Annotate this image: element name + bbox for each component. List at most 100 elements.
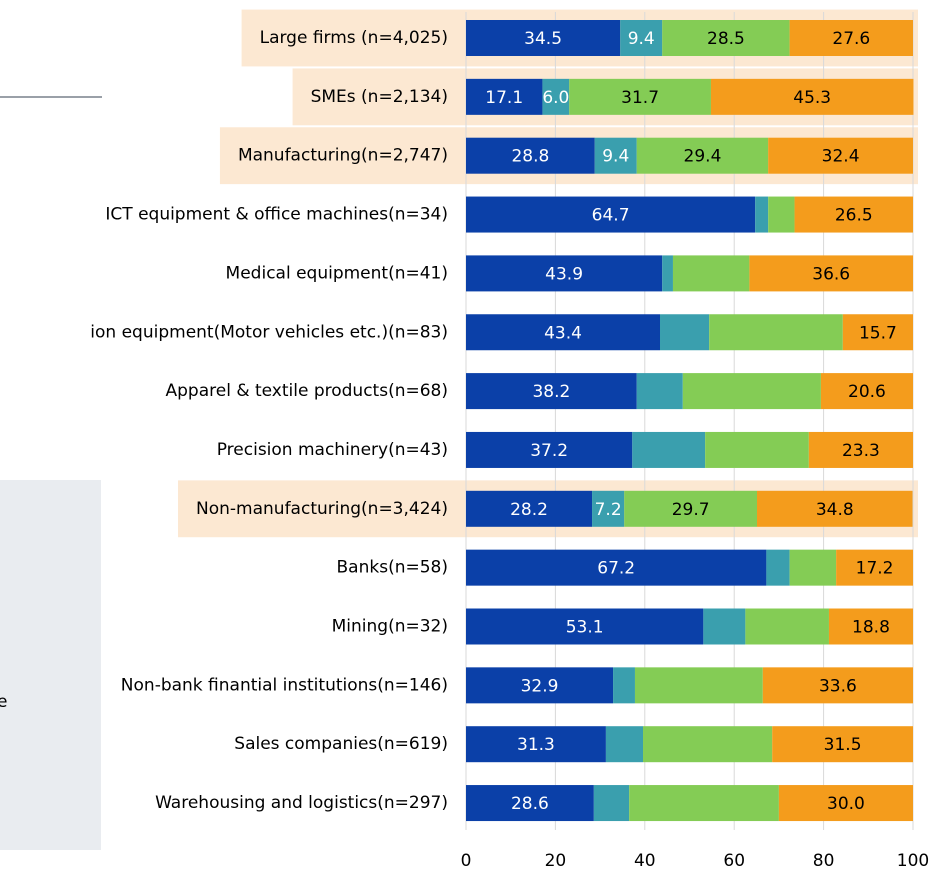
data-label: 31.3 [517,735,555,755]
data-label: 29.4 [684,147,722,167]
y-tick-label: Manufacturing(n=2,747) [238,146,448,166]
side-panel-text: e [0,692,7,712]
bar-segment [643,726,773,763]
data-label: 27.6 [832,29,870,49]
data-label: 28.8 [511,147,549,167]
y-tick-label: Non-manufacturing(n=3,424) [196,499,448,519]
bar-segment [794,196,913,233]
bar-segment [466,78,543,115]
data-label: 9.4 [602,147,629,167]
bar-segment [629,785,779,822]
bar-segment [762,667,913,704]
data-label: 64.7 [592,206,630,226]
y-tick-label: Precision machinery(n=43) [217,440,448,460]
data-label: 20.6 [848,382,886,402]
data-label: 18.8 [852,618,890,638]
bar-segment [745,608,829,645]
bar-segment [755,196,769,233]
data-label: 31.7 [621,88,659,108]
bar-segment [466,20,621,56]
plot-layer: 0 20 40 60 80 100 Large firms (n=4,025) 34.5 9.4… [90,20,929,871]
y-tick-label: Apparel & textile products(n=68) [165,381,448,401]
bar-segment [466,314,660,351]
bar-segment [672,255,750,292]
data-label: 28.2 [510,500,548,520]
x-tick-label: 20 [545,851,567,871]
bar-segment [836,549,913,586]
data-label: 7.2 [595,500,622,520]
y-tick-label: ICT equipment & office machines(n=34) [105,205,448,225]
bar-segment [820,373,913,410]
y-tick-label: Large firms (n=4,025) [260,28,448,48]
bar-segment [768,137,913,174]
bar-segment [466,196,756,233]
data-label: 23.3 [842,441,880,461]
bar-segment [466,373,637,410]
bar-segment [605,726,644,763]
data-label: 43.4 [544,323,582,343]
bar-segment [466,608,704,645]
bar-segment [703,608,746,645]
bar-segment [466,785,594,822]
data-label: 36.6 [812,264,850,284]
bar-segment [593,785,630,822]
bar-segment [789,20,913,56]
bar-segment [632,431,706,468]
data-label: 29.7 [672,500,710,520]
bar-segment [636,373,683,410]
bar-segment [710,78,914,115]
bar-segment [466,431,633,468]
data-label: 53.1 [566,618,604,638]
bar-segment [808,431,913,468]
bar-segment [662,255,673,292]
bar-segment [620,20,663,56]
x-tick-label: 40 [634,851,656,871]
x-tick-label: 0 [461,851,472,871]
data-label: 67.2 [597,559,635,579]
side-panel [0,480,101,850]
bar-segment [466,726,606,763]
y-tick-label: Banks(n=58) [337,558,448,578]
bar-segment [709,314,843,351]
data-label: 32.9 [521,676,559,696]
y-tick-label: Medical equipment(n=41) [226,263,448,283]
bar-segment [594,137,637,174]
bar-segment [766,549,790,586]
data-label: 34.8 [816,500,854,520]
y-tick-label: Warehousing and logistics(n=297) [155,793,448,813]
x-tick-label: 80 [813,851,835,871]
data-label: 33.6 [819,676,857,696]
data-label: 37.2 [530,441,568,461]
data-label: 9.4 [628,29,655,49]
y-tick-label: Non-bank finantial institutions(n=146) [121,675,448,695]
bar-segment [466,667,614,704]
bar-segment [789,549,837,586]
y-tick-label: Sales companies(n=619) [234,734,448,754]
data-label: 17.1 [485,88,523,108]
bar-segment [466,137,595,174]
bar-segment [682,373,821,410]
data-label: 28.6 [511,794,549,814]
y-tick-label: Mining(n=32) [332,617,448,637]
data-label: 15.7 [859,323,897,343]
bar-segment [749,255,913,292]
bar-segment [466,255,663,292]
bar-segment [542,78,570,115]
bar-segment [756,490,913,527]
bar-segment [569,78,711,115]
data-label: 45.3 [793,88,831,108]
data-label: 28.5 [707,29,745,49]
bar-segment [592,490,625,527]
data-label: 31.5 [824,735,862,755]
bar-segment [634,667,763,704]
bar-segment [466,549,767,586]
bar-segment [842,314,913,351]
data-label: 32.4 [822,147,860,167]
data-label: 43.9 [545,264,583,284]
data-label: 6.0 [542,88,569,108]
bar-segment [659,314,710,351]
bar-segment [624,490,757,527]
bar-segment [778,785,913,822]
data-label: 38.2 [532,382,570,402]
